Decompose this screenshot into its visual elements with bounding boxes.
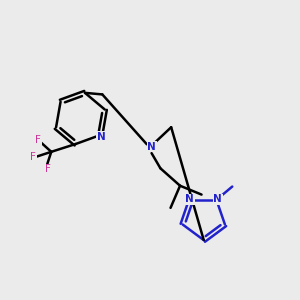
Text: N: N xyxy=(213,194,222,204)
Text: N: N xyxy=(185,194,194,204)
Text: F: F xyxy=(30,152,36,162)
Text: N: N xyxy=(97,132,105,142)
Text: F: F xyxy=(35,135,41,145)
Text: F: F xyxy=(44,164,50,174)
Text: N: N xyxy=(147,142,156,152)
